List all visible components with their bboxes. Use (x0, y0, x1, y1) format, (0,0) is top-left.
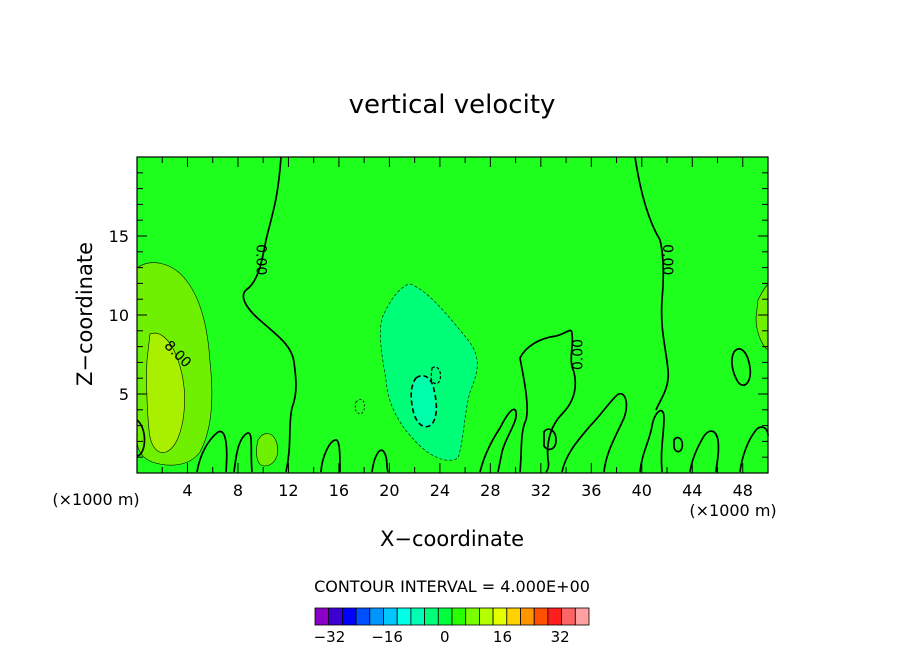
colorbar-swatch (547, 607, 563, 626)
x-tick-label: 40 (632, 481, 652, 500)
x-unit-label-left: (×1000 m) (52, 490, 139, 509)
colorbar-swatch (341, 607, 357, 626)
colorbar: −32 −16 0 16 32 (314, 607, 590, 646)
x-tick-label: 12 (278, 481, 298, 500)
x-axis-label: X−coordinate (380, 527, 524, 551)
colorbar-tick-label: 0 (440, 628, 450, 646)
colorbar-swatch (383, 607, 398, 626)
x-tick-label: 4 (182, 481, 192, 500)
contour-line-zero-13 (731, 348, 752, 386)
x-tick-label: 32 (531, 481, 551, 500)
colorbar-swatch (478, 607, 494, 626)
colorbar-swatch (369, 607, 384, 626)
y-axis-label: Z−coordinate (73, 242, 97, 386)
contour-region-positive-8 (146, 332, 185, 453)
x-tick-label: 48 (733, 481, 753, 500)
contour-line-zero-10 (639, 409, 665, 473)
y-tick-label: 15 (109, 227, 129, 246)
colorbar-swatch (492, 607, 508, 626)
contour-line-zero-12 (739, 426, 769, 473)
contour-line-zero-14 (543, 428, 557, 451)
contour-line-zero-9 (371, 449, 389, 473)
contour-region-negative-4 (380, 283, 478, 461)
colorbar-swatch (410, 607, 425, 626)
contour-label: 0.00 (571, 339, 587, 370)
colorbar-swatch (533, 607, 549, 626)
contour-line-zero-11 (689, 430, 720, 473)
contour-line-zero-3 (519, 329, 577, 473)
colorbar-tick-label: −16 (371, 628, 403, 646)
contour-label: 0.00 (253, 244, 269, 275)
colorbar-swatch (314, 607, 330, 626)
colorbar-swatch (396, 607, 412, 626)
contour-line-zero-15 (673, 436, 684, 453)
colorbar-swatch (355, 607, 371, 626)
colorbar-swatch (574, 607, 590, 626)
x-axis: 4 8 12 16 20 24 28 32 36 40 44 48 (136, 157, 769, 500)
colorbar-tick-label: 16 (493, 628, 512, 646)
colorbar-swatch (520, 607, 535, 626)
colorbar-tick-label: 32 (551, 628, 570, 646)
contour-line-zero-5 (479, 408, 517, 473)
contour-line-zero-1 (634, 156, 670, 411)
x-tick-label: 28 (480, 481, 500, 500)
contour-negative-small (430, 366, 442, 385)
contour-line-zero-6 (233, 432, 253, 473)
contour-negative-dot (354, 399, 365, 414)
x-tick-label: 8 (233, 481, 243, 500)
contour-line-zero-16 (136, 419, 146, 457)
x-tick-label: 24 (430, 481, 450, 500)
x-tick-label: 36 (581, 481, 601, 500)
colorbar-swatch (561, 607, 576, 626)
plot-area: 0.008.00 0.000.00 (136, 156, 769, 474)
chart-title: vertical velocity (349, 90, 556, 120)
y-tick-label: 5 (119, 385, 129, 404)
x-tick-label: 16 (329, 481, 349, 500)
colorbar-swatch (424, 607, 439, 626)
contour-label: 0.00 (659, 244, 675, 275)
x-tick-label: 20 (379, 481, 399, 500)
contour-line-zero-0 (242, 156, 297, 473)
x-unit-label-right: (×1000 m) (689, 501, 776, 520)
contour-line-zero-4 (561, 392, 628, 473)
contour-line-zero-8 (320, 439, 341, 473)
colorbar-swatch (465, 607, 480, 626)
colorbar-swatch (437, 607, 453, 626)
colorbar-tick-label: −32 (314, 628, 346, 646)
y-axis: 5 10 15 (109, 156, 768, 474)
colorbar-swatch (506, 607, 521, 626)
x-tick-label: 44 (682, 481, 702, 500)
contour-line-zero-7 (196, 430, 228, 473)
colorbar-swatch (451, 607, 467, 626)
y-tick-label: 10 (109, 306, 129, 325)
contour-region-negative-8 (410, 374, 438, 428)
contour-region-positive-small (256, 433, 279, 467)
contour-interval-text: CONTOUR INTERVAL = 4.000E+00 (314, 577, 590, 596)
colorbar-swatch (328, 607, 343, 626)
